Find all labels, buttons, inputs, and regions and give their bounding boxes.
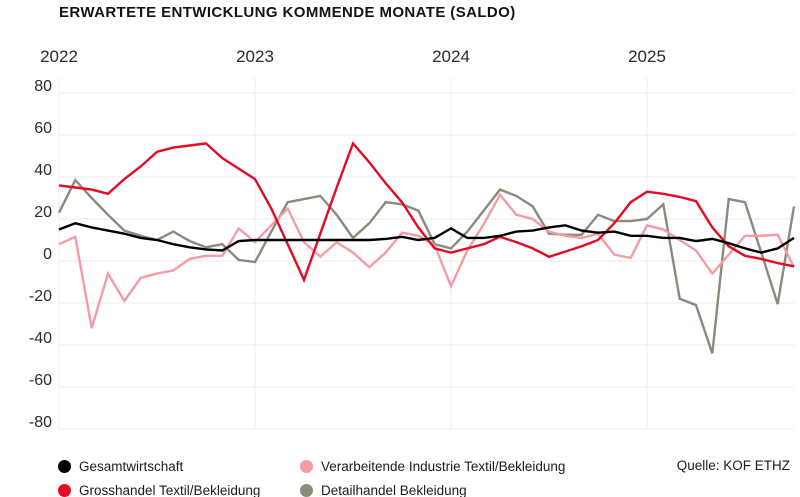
y-axis-tick-label: 80 (34, 78, 52, 95)
legend-dot-red (58, 483, 71, 497)
y-axis-tick-label: -80 (29, 414, 52, 431)
x-axis-year-label: 2023 (236, 47, 274, 66)
y-axis-tick-label: 60 (34, 120, 52, 137)
legend-item-gesamtwirtschaft: Gesamtwirtschaft (58, 454, 300, 478)
chart-legend: Gesamtwirtschaft Grosshandel Textil/Bekl… (58, 454, 565, 497)
y-axis-tick-label: 40 (34, 162, 52, 179)
x-axis-year-label: 2022 (40, 47, 78, 66)
legend-label: Gesamtwirtschaft (79, 458, 184, 474)
legend-dot-pink (300, 459, 313, 473)
series-line-gesamtwirtschaft (58, 221, 795, 254)
legend-dot-black (58, 459, 71, 473)
legend-item-grosshandel: Grosshandel Textil/Bekleidung (58, 478, 300, 497)
legend-label: Grosshandel Textil/Bekleidung (79, 482, 261, 497)
chart-title: ERWARTETE ENTWICKLUNG KOMMENDE MONATE (S… (59, 4, 516, 21)
y-axis-tick-label: -40 (29, 330, 52, 347)
legend-label: Verarbeitende Industrie Textil/Bekleidun… (321, 458, 566, 474)
y-axis-tick-label: 0 (43, 246, 52, 263)
series-line-verarbeitende-industrie-textil-bekleidung (58, 192, 796, 329)
legend-item-detailhandel: Detailhandel Bekleidung (300, 478, 565, 497)
legend-label: Detailhandel Bekleidung (321, 482, 467, 497)
legend-item-verarbeitende-industrie: Verarbeitende Industrie Textil/Bekleidun… (300, 454, 565, 478)
series-line-detailhandel-bekleidung (57, 178, 796, 354)
x-axis-year-label: 2024 (432, 47, 470, 66)
y-axis-tick-label: -20 (29, 288, 52, 305)
y-axis-tick-label: -60 (29, 372, 52, 389)
legend-dot-gray (300, 483, 313, 497)
series-line-grosshandel-textil-bekleidung (58, 141, 795, 284)
source-credit: Quelle: KOF ETHZ (676, 458, 790, 473)
y-axis-tick-label: 20 (34, 204, 52, 221)
x-axis-year-label: 2025 (628, 47, 666, 66)
